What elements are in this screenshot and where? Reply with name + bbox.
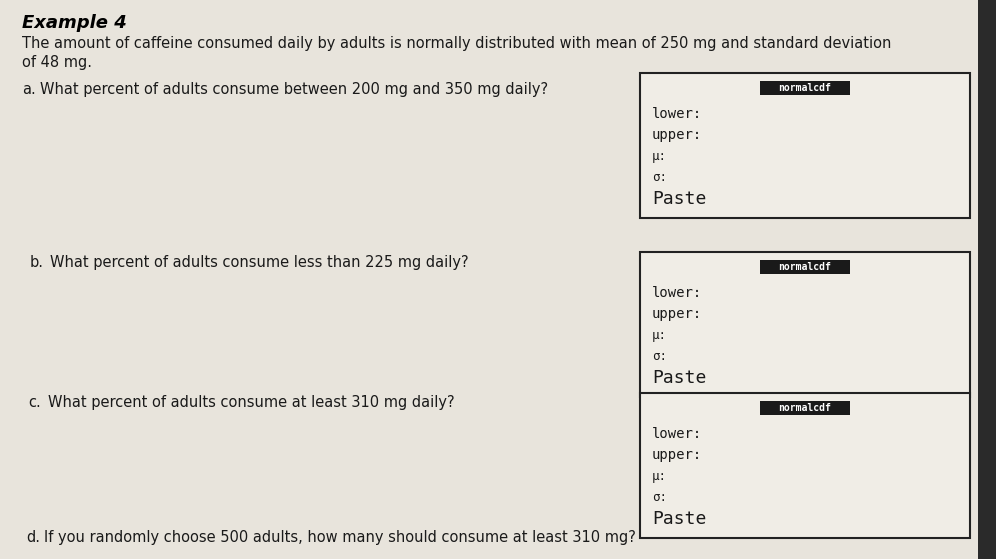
Text: If you randomly choose 500 adults, how many should consume at least 310 mg?: If you randomly choose 500 adults, how m… — [44, 530, 635, 545]
Text: upper:: upper: — [652, 128, 702, 142]
Text: What percent of adults consume at least 310 mg daily?: What percent of adults consume at least … — [48, 395, 454, 410]
Text: μ:: μ: — [652, 150, 667, 163]
Text: c.: c. — [28, 395, 41, 410]
Text: σ:: σ: — [652, 350, 667, 363]
Text: Paste: Paste — [652, 369, 706, 387]
Text: μ:: μ: — [652, 329, 667, 342]
Bar — [760, 401, 850, 415]
Text: What percent of adults consume less than 225 mg daily?: What percent of adults consume less than… — [50, 255, 469, 270]
Bar — [640, 393, 970, 538]
Text: Paste: Paste — [652, 190, 706, 209]
Text: σ:: σ: — [652, 172, 667, 184]
Text: upper:: upper: — [652, 448, 702, 462]
Text: normalcdf: normalcdf — [779, 83, 832, 93]
Text: d.: d. — [26, 530, 40, 545]
Text: lower:: lower: — [652, 427, 702, 440]
Text: lower:: lower: — [652, 286, 702, 300]
Text: b.: b. — [30, 255, 44, 270]
Bar — [760, 81, 850, 95]
Text: lower:: lower: — [652, 107, 702, 121]
Text: Paste: Paste — [652, 510, 706, 528]
Text: of 48 mg.: of 48 mg. — [22, 55, 92, 70]
Bar — [978, 0, 996, 559]
Text: Example 4: Example 4 — [22, 14, 126, 32]
Bar — [640, 252, 970, 397]
Text: What percent of adults consume between 200 mg and 350 mg daily?: What percent of adults consume between 2… — [40, 82, 548, 97]
Text: normalcdf: normalcdf — [779, 262, 832, 272]
Bar — [640, 73, 970, 218]
Text: a.: a. — [22, 82, 36, 97]
Bar — [760, 260, 850, 274]
Text: normalcdf: normalcdf — [779, 403, 832, 413]
Text: σ:: σ: — [652, 491, 667, 504]
Text: μ:: μ: — [652, 470, 667, 483]
Text: The amount of caffeine consumed daily by adults is normally distributed with mea: The amount of caffeine consumed daily by… — [22, 36, 891, 51]
Text: upper:: upper: — [652, 307, 702, 321]
